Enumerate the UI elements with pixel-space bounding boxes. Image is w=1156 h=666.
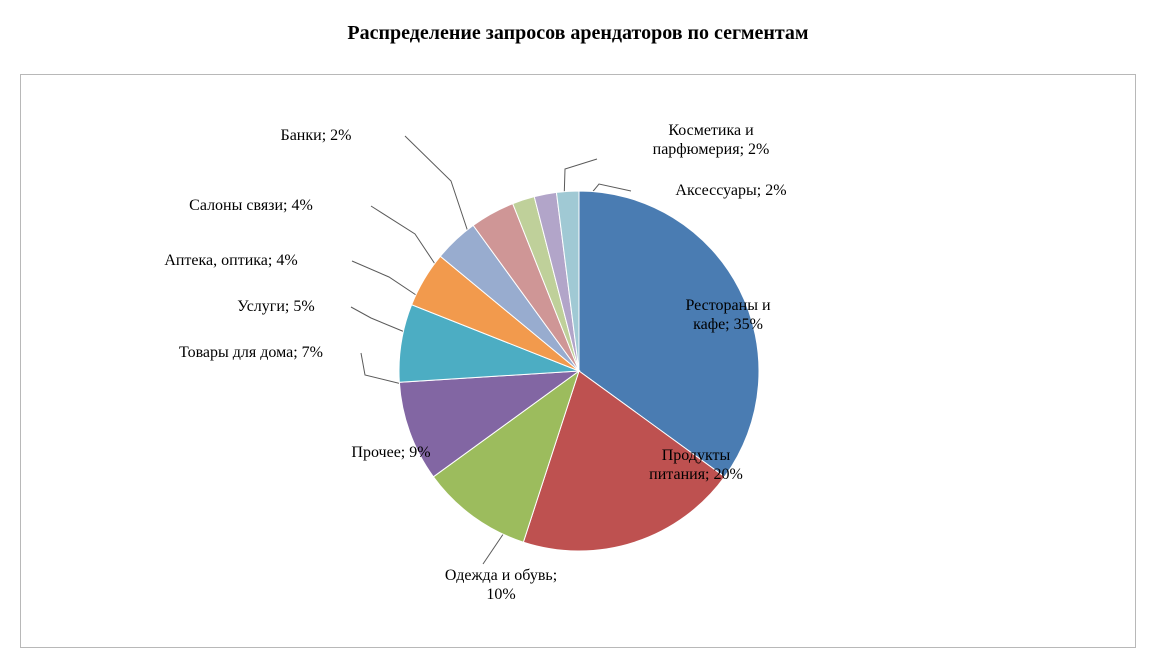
data-label: Рестораны и кафе; 35% bbox=[653, 296, 803, 334]
data-label: Банки; 2% bbox=[231, 126, 401, 145]
pie-chart bbox=[397, 189, 761, 553]
data-label: Аксессуары; 2% bbox=[631, 181, 831, 200]
data-label: Аптека, оптика; 4% bbox=[111, 251, 351, 270]
chart-title: Распределение запросов арендаторов по се… bbox=[0, 22, 1156, 45]
data-label: Салоны связи; 4% bbox=[131, 196, 371, 215]
data-label: Одежда и обувь; 10% bbox=[401, 566, 601, 604]
chart-frame: Рестораны и кафе; 35% Продукты питания; 2… bbox=[20, 74, 1136, 648]
page: Распределение запросов арендаторов по се… bbox=[0, 0, 1156, 666]
data-label: Услуги; 5% bbox=[201, 297, 351, 316]
data-label: Товары для дома; 7% bbox=[121, 343, 381, 362]
data-label: Продукты питания; 20% bbox=[616, 446, 776, 484]
data-label: Косметика и парфюмерия; 2% bbox=[601, 121, 821, 159]
data-label: Прочее; 9% bbox=[321, 443, 461, 462]
pie-svg bbox=[397, 189, 761, 553]
